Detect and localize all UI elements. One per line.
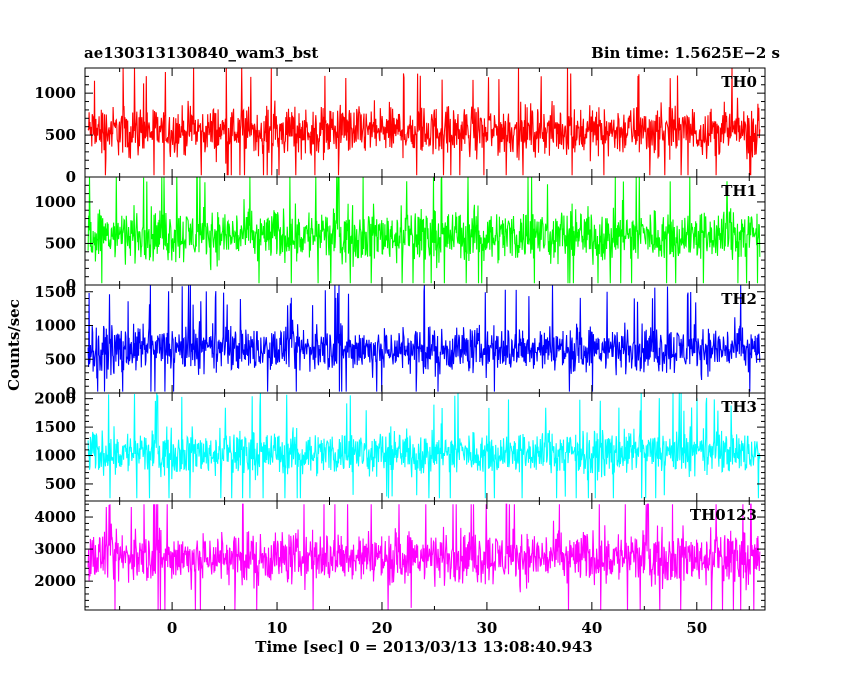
chart-title: ae130313130840_wam3_bst [84, 44, 319, 62]
y-tick-label: 3000 [34, 540, 76, 558]
x-tick-label: 50 [686, 619, 707, 637]
y-tick-label: 1000 [34, 84, 76, 102]
series-line-th0 [87, 68, 761, 176]
series-line-th2 [87, 285, 761, 392]
bin-time-label: Bin time: 1.5625E−2 s [591, 44, 780, 62]
y-tick-label: 1500 [34, 283, 76, 301]
panel-label-th1: TH1 [721, 182, 757, 200]
y-tick-label: 1000 [34, 447, 76, 465]
y-tick-label: 0 [66, 168, 76, 186]
series-line-th1 [87, 177, 761, 284]
x-tick-label: 0 [167, 619, 177, 637]
x-tick-label: 40 [581, 619, 602, 637]
y-tick-label: 1000 [34, 317, 76, 335]
panel-label-th3: TH3 [721, 398, 757, 416]
y-tick-label: 500 [45, 350, 76, 368]
x-tick-label: 10 [267, 619, 288, 637]
series-line-th3 [87, 393, 761, 499]
panel-label-th2: TH2 [721, 290, 757, 308]
y-tick-label: 500 [45, 234, 76, 252]
y-tick-label: 2000 [34, 572, 76, 590]
y-tick-label: 2000 [34, 390, 76, 408]
y-tick-label: 1500 [34, 418, 76, 436]
y-tick-label: 1000 [34, 193, 76, 211]
x-axis-label: Time [sec] 0 = 2013/03/13 13:08:40.943 [255, 638, 593, 656]
x-tick-label: 20 [372, 619, 393, 637]
series-line-th0123 [87, 503, 761, 610]
x-tick-label: 30 [476, 619, 497, 637]
y-tick-label: 0 [66, 384, 76, 402]
panel-label-th0: TH0 [721, 73, 757, 91]
panel-label-th0123: TH0123 [690, 506, 757, 524]
y-tick-label: 4000 [34, 508, 76, 526]
y-tick-label: 0 [66, 276, 76, 294]
y-tick-label: 500 [45, 475, 76, 493]
panel-frame-th0 [84, 67, 766, 178]
y-tick-label: 500 [45, 126, 76, 144]
